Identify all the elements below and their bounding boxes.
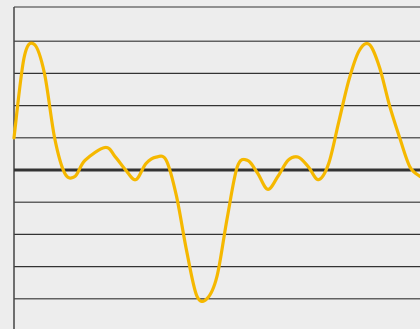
gridlines [14, 6, 420, 300]
series-line-0 [12, 41, 420, 304]
series-layer [12, 41, 420, 304]
